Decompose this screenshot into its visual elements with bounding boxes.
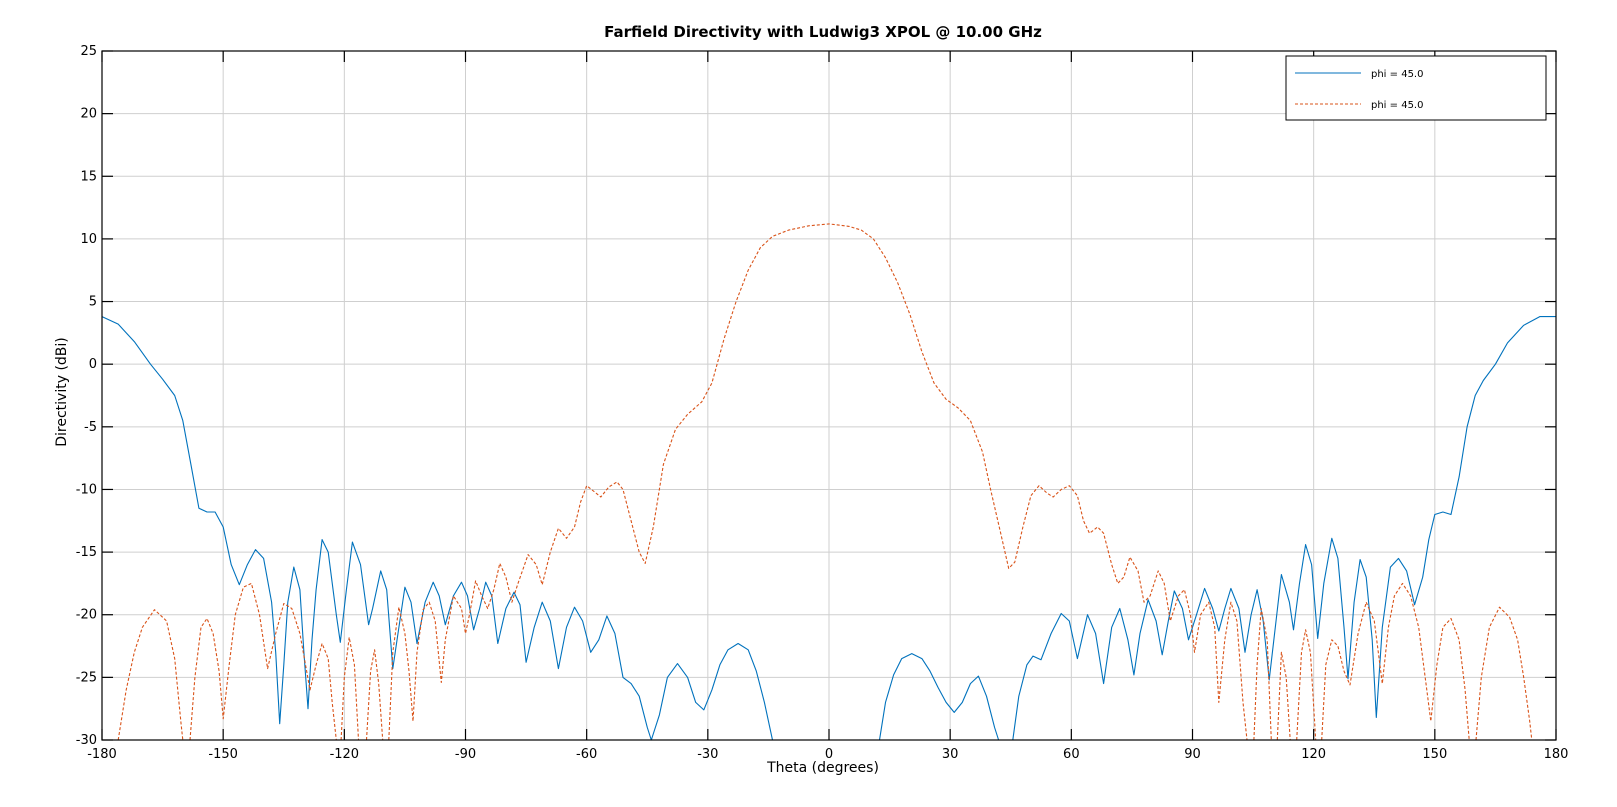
axis-ticks: -180 -150 -120 -90 -60 -30 0 30 60 90 120 150 180252… [76, 44, 1569, 762]
chart-title: Farfield Directivity with Ludwig3 XPOL @… [604, 23, 1042, 41]
grid [101, 50, 1557, 741]
plot-area [101, 223, 1556, 741]
y-tick-label: 5 [89, 295, 97, 310]
x-tick-label: -90 [455, 747, 476, 762]
x-axis-title: Theta (degrees) [766, 760, 879, 776]
x-tick-label: 120 [1301, 747, 1326, 762]
y-tick-label: -10 [76, 482, 97, 497]
x-tick-label: 90 [1184, 747, 1201, 762]
legend: phi = 45.0 phi = 45.0 [1285, 55, 1547, 121]
x-tick-label: -30 [697, 747, 718, 762]
legend-box [1285, 55, 1547, 121]
y-tick-label: -25 [76, 670, 97, 685]
x-tick-label: 0 [825, 747, 833, 762]
y-tick-label: -20 [76, 608, 97, 623]
y-axis-title: Directivity (dBi) [54, 337, 70, 447]
series-line-1 [101, 316, 1556, 741]
legend-label-2: phi = 45.0 [1371, 100, 1423, 111]
y-tick-label: 0 [89, 357, 97, 372]
series-line-2 [117, 223, 1533, 741]
y-tick-label: -30 [76, 733, 97, 748]
x-tick-label: -180 [87, 747, 117, 762]
legend-label-1: phi = 45.0 [1371, 69, 1423, 80]
y-tick-label: 10 [80, 232, 97, 247]
y-tick-label: -5 [84, 420, 97, 435]
y-tick-label: 15 [80, 169, 97, 184]
y-tick-label: 20 [80, 107, 97, 122]
x-tick-label: -150 [208, 747, 238, 762]
x-tick-label: 60 [1063, 747, 1080, 762]
x-tick-label: 180 [1544, 747, 1569, 762]
x-tick-label: 150 [1422, 747, 1447, 762]
x-tick-label: -60 [576, 747, 597, 762]
y-tick-label: -15 [76, 545, 97, 560]
y-tick-label: 25 [80, 44, 97, 59]
x-tick-label: 30 [942, 747, 959, 762]
x-tick-label: -120 [330, 747, 360, 762]
